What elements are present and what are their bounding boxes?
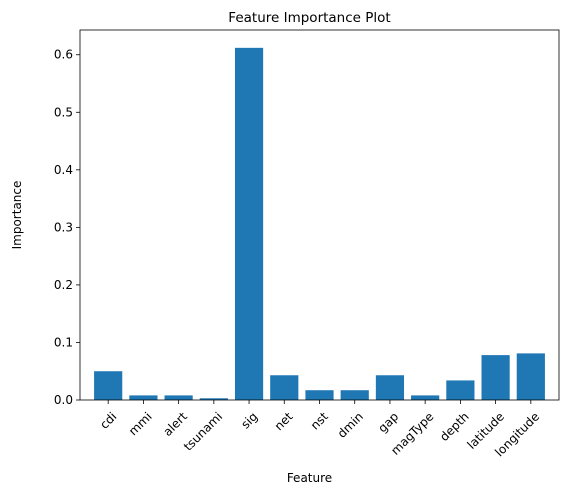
y-axis-label: Importance [10, 181, 24, 250]
bar-latitude [481, 355, 510, 400]
bar-longitude [516, 353, 545, 400]
x-axis-label: Feature [287, 471, 332, 485]
bars-group [94, 47, 545, 400]
x-tick-label: mmi [126, 409, 155, 438]
y-tick-label: 0.2 [54, 278, 73, 292]
bar-sig [234, 47, 264, 400]
x-tick-label: alert [160, 409, 190, 439]
y-tick-label: 0.6 [54, 48, 73, 62]
x-tick-label: tsunami [181, 409, 225, 453]
y-tick-label: 0.4 [54, 163, 73, 177]
x-tick-label: gap [375, 409, 401, 435]
bar-net [270, 375, 299, 400]
y-tick-label: 0.5 [54, 105, 73, 119]
bar-nst [305, 390, 334, 400]
x-tick-label: dmin [335, 409, 366, 440]
bar-magType [411, 395, 440, 400]
x-tick-label: nst [308, 409, 331, 432]
x-tick-label: net [272, 409, 296, 433]
y-tick-label: 0.0 [54, 393, 73, 407]
y-tick-label: 0.1 [54, 335, 73, 349]
bar-cdi [94, 371, 123, 400]
x-tick-label: cdi [97, 409, 119, 431]
bar-gap [375, 375, 405, 400]
chart-title: Feature Importance Plot [228, 10, 390, 26]
plot-frame [79, 29, 560, 401]
bar-dmin [340, 390, 369, 400]
y-axis: 0.0 0.1 0.2 0.3 0.4 0.5 0.6 [54, 48, 80, 407]
bar-depth [446, 380, 475, 400]
bar-tsunami [199, 398, 228, 400]
x-tick-label: sig [238, 409, 260, 431]
y-tick-label: 0.3 [54, 220, 73, 234]
bar-alert [164, 395, 193, 400]
bar-mmi [129, 395, 158, 400]
